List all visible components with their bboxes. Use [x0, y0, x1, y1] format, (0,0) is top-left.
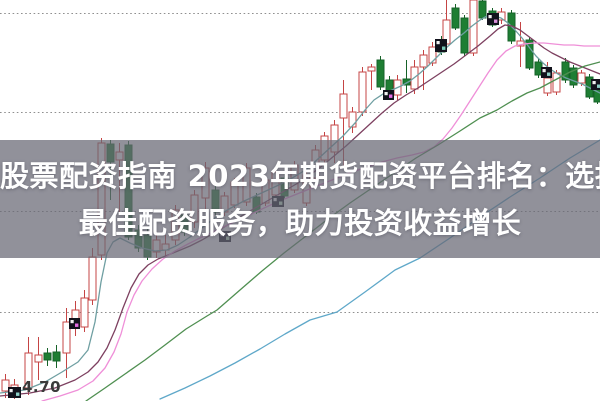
candle-body-down: [402, 78, 411, 86]
signal-marker-dot: [70, 320, 74, 324]
candle-body-up: [428, 46, 437, 64]
candle-body-up: [339, 93, 348, 119]
title-overlay-band: 股票配资指南 2023年期货配资平台排名：选择 最佳配资服务，助力投资收益增长: [0, 140, 600, 258]
signal-marker: [541, 67, 552, 78]
candle-body-down: [561, 61, 570, 81]
candle-body-up: [367, 66, 376, 72]
signal-marker: [435, 39, 447, 52]
candle-body-up: [358, 71, 367, 113]
signal-marker: [383, 90, 394, 100]
signal-marker-dot: [597, 84, 600, 88]
signal-marker: [69, 318, 80, 329]
signal-marker-dot: [384, 92, 388, 96]
candle-body-up: [348, 111, 357, 128]
candle-body-down: [460, 17, 469, 54]
price-label: 4.70: [22, 378, 62, 396]
candle-body-down: [43, 352, 52, 361]
signal-marker-dot: [488, 15, 492, 19]
candle-body-up: [34, 354, 43, 363]
candle-body-down: [569, 67, 578, 86]
candle-body-down: [52, 351, 61, 362]
signal-marker-dot: [547, 72, 551, 76]
signal-marker: [591, 79, 600, 90]
overlay-title-line2: 最佳配资服务，助力投资收益增长: [78, 205, 522, 240]
signal-marker-dot: [16, 392, 20, 396]
signal-marker-dot: [9, 389, 13, 393]
signal-marker-dot: [442, 46, 446, 50]
signal-marker-dot: [592, 81, 596, 85]
candle-body-up: [469, 0, 478, 54]
candle-body-down: [376, 59, 385, 88]
candle-body-down: [525, 39, 534, 69]
signal-marker-dot: [389, 94, 393, 98]
candle-body-up: [62, 321, 71, 354]
candle-body-down: [451, 7, 460, 29]
signal-marker-dot: [494, 19, 498, 23]
overlay-title-line1: 股票配资指南 2023年期货配资平台排名：选择: [0, 158, 600, 193]
candle-body-down: [478, 0, 487, 19]
signal-marker: [8, 387, 21, 398]
candle-body-up: [419, 54, 428, 68]
candle-body-up: [577, 72, 586, 84]
signal-marker-dot: [75, 323, 79, 327]
candle-body-up: [80, 297, 89, 328]
signal-marker-dot: [542, 69, 546, 73]
signal-marker-dot: [436, 41, 440, 45]
signal-marker: [487, 13, 499, 25]
candle-body-up: [1, 379, 10, 392]
candle-body-up: [552, 72, 561, 93]
candle-body-down: [534, 61, 543, 76]
candle-body-up: [88, 256, 97, 301]
